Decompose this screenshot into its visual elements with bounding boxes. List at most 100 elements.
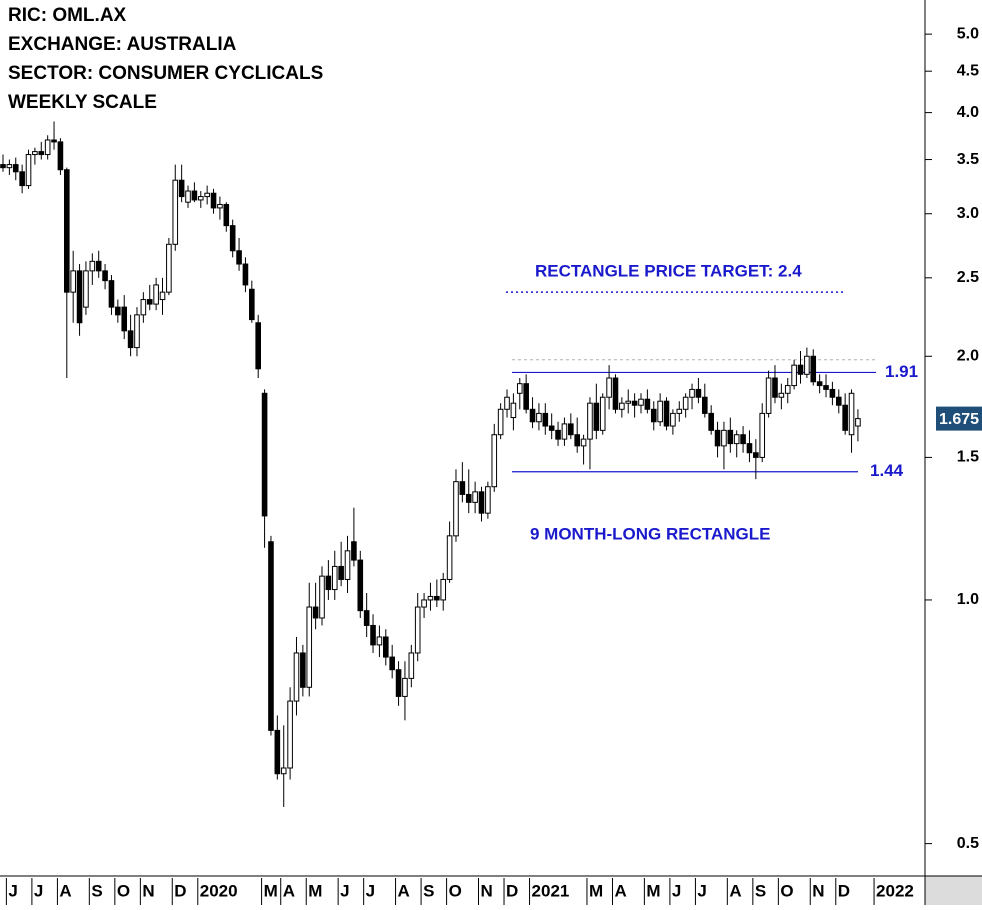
candle-body: [593, 402, 600, 431]
candle-body: [0, 164, 6, 169]
candle-body: [434, 595, 440, 601]
candle-body: [153, 284, 159, 305]
candle-body: [631, 400, 638, 406]
x-tick-label: O: [780, 881, 793, 900]
candle-body: [408, 652, 415, 679]
candle-body: [25, 154, 32, 187]
candle-body: [242, 263, 249, 286]
y-tick-label: 0.5: [957, 835, 979, 852]
candle-body: [810, 355, 817, 383]
candle-body: [255, 322, 261, 370]
candle-body: [172, 179, 179, 245]
candle-body: [249, 288, 255, 321]
candle-body: [472, 491, 478, 503]
candle-body: [280, 767, 287, 775]
candle-body: [383, 636, 389, 658]
candle-body: [331, 565, 338, 591]
x-tick-label: J: [672, 881, 681, 900]
candle-body: [542, 412, 549, 427]
x-tick-label: 2020: [200, 881, 238, 900]
candle-body: [236, 250, 242, 265]
candle-body: [657, 400, 663, 423]
candle-body: [740, 434, 746, 445]
candle-body: [695, 388, 702, 398]
y-tick-label: 1.5: [957, 449, 979, 466]
candle-body: [555, 429, 561, 440]
candle-body: [115, 306, 121, 316]
candle-body: [440, 578, 447, 601]
candle-body: [670, 412, 676, 427]
candle-body: [516, 383, 523, 394]
candle-body: [108, 280, 115, 308]
candle-body: [580, 438, 587, 447]
candle-body: [395, 669, 402, 697]
candle-body: [325, 575, 332, 591]
x-tick-label: N: [812, 881, 824, 900]
candle-body: [210, 192, 217, 209]
candle-body: [57, 141, 64, 171]
candle-body: [38, 151, 45, 156]
x-tick-label: N: [142, 881, 154, 900]
candle-body: [708, 412, 714, 431]
y-tick-label: 2.0: [957, 347, 979, 364]
candle-body: [134, 314, 140, 349]
y-tick-label: 3.0: [957, 205, 979, 222]
candle-body: [587, 402, 593, 440]
candle-body: [178, 179, 185, 198]
header-line: SECTOR: CONSUMER CYCLICALS: [8, 63, 323, 84]
candle-body: [548, 425, 555, 431]
x-tick-label: M: [646, 881, 660, 900]
candle-body: [848, 392, 855, 436]
x-tick-label: J: [366, 881, 375, 900]
candle-body: [44, 139, 51, 156]
candle-body: [835, 396, 842, 406]
candle-body: [306, 606, 313, 688]
candle-body: [797, 364, 804, 375]
candle-body: [319, 575, 325, 619]
x-tick-label: O: [449, 881, 462, 900]
target-label: RECTANGLE PRICE TARGET: 2.4: [535, 261, 802, 280]
candle-body: [650, 408, 657, 423]
candle-body: [274, 729, 281, 775]
candle-body: [204, 192, 210, 198]
candle-body: [140, 299, 147, 316]
candle-body: [70, 270, 76, 293]
candle-body: [497, 408, 504, 436]
candle-body: [714, 429, 721, 447]
candle-body: [459, 481, 466, 495]
x-tick-label: S: [423, 881, 434, 900]
candle-body: [625, 400, 632, 404]
candle-body: [389, 656, 395, 671]
candle-body: [287, 700, 293, 769]
candle-body: [376, 636, 383, 646]
candle-body: [689, 388, 695, 398]
candle-body: [229, 225, 236, 252]
x-tick-label: A: [59, 881, 71, 900]
axis-corner: [925, 876, 982, 905]
candle-body: [753, 452, 759, 458]
candle-body: [727, 429, 734, 445]
candle-body: [702, 396, 708, 414]
candle-body: [599, 396, 606, 431]
candle-body: [402, 677, 408, 697]
x-tick-label: J: [34, 881, 43, 900]
pattern-label: 9 MONTH-LONG RECTANGLE: [530, 524, 771, 543]
x-tick-label: A: [283, 881, 295, 900]
candle-body: [638, 398, 644, 406]
candle-body: [19, 171, 25, 187]
candle-body: [121, 306, 128, 332]
candle-body: [166, 243, 172, 293]
candle-body: [95, 260, 102, 272]
candle-body: [268, 541, 274, 731]
candle-body: [217, 203, 223, 209]
y-tick-label: 3.5: [957, 151, 979, 168]
x-tick-label: A: [398, 881, 410, 900]
header-line: WEEKLY SCALE: [8, 92, 157, 113]
candle-body: [612, 377, 619, 410]
x-tick-label: M: [308, 881, 322, 900]
candle-body: [32, 151, 38, 156]
candle-body: [804, 355, 810, 375]
candle-body: [197, 196, 204, 201]
candle-body: [51, 139, 57, 143]
